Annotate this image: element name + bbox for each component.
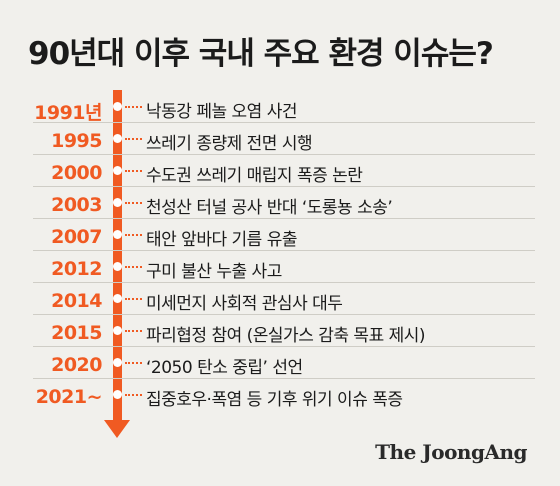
timeline-item: 2012 구미 불산 누출 사고 xyxy=(0,256,560,288)
timeline-year: 2012 xyxy=(51,258,102,280)
timeline-item: 2000 수도권 쓰레기 매립지 폭증 논란 xyxy=(0,160,560,192)
timeline-year: 2014 xyxy=(51,290,102,312)
divider xyxy=(33,282,535,283)
timeline-dot-icon xyxy=(113,390,122,399)
divider xyxy=(33,154,535,155)
timeline-dot-icon xyxy=(113,294,122,303)
leader-line xyxy=(125,298,142,300)
timeline-item: 2014 미세먼지 사회적 관심사 대두 xyxy=(0,288,560,320)
leader-line xyxy=(125,106,142,108)
timeline-item: 2015 파리협정 참여 (온실가스 감축 목표 제시) xyxy=(0,320,560,352)
timeline-event: 집중호우·폭염 등 기후 위기 이슈 폭증 xyxy=(146,390,403,410)
leader-line xyxy=(125,330,142,332)
divider xyxy=(33,186,535,187)
timeline-year: 2000 xyxy=(51,162,102,184)
timeline-year: 2003 xyxy=(51,194,102,216)
divider xyxy=(33,378,535,379)
timeline-item: 1995 쓰레기 종량제 전면 시행 xyxy=(0,128,560,160)
leader-line xyxy=(125,394,142,396)
timeline-year: 1991년 xyxy=(34,102,102,124)
leader-line xyxy=(125,138,142,140)
divider xyxy=(33,346,535,347)
timeline-dot-icon xyxy=(113,166,122,175)
divider xyxy=(33,314,535,315)
timeline-dot-icon xyxy=(113,262,122,271)
timeline-dot-icon xyxy=(113,326,122,335)
timeline-year: 2007 xyxy=(51,226,102,248)
timeline-event: 미세먼지 사회적 관심사 대두 xyxy=(146,294,343,314)
divider xyxy=(33,250,535,251)
divider xyxy=(33,122,535,123)
timeline-item: 2003 천성산 터널 공사 반대 ‘도롱뇽 소송’ xyxy=(0,192,560,224)
timeline-event: 구미 불산 누출 사고 xyxy=(146,262,282,282)
timeline-year: 2021~ xyxy=(35,386,103,408)
timeline-event: 낙동강 페놀 오염 사건 xyxy=(146,102,297,122)
timeline-year: 1995 xyxy=(51,130,102,152)
timeline-item: 2021~ 집중호우·폭염 등 기후 위기 이슈 폭증 xyxy=(0,384,560,416)
timeline-year: 2020 xyxy=(51,354,102,376)
timeline-dot-icon xyxy=(113,102,122,111)
source-logo: The JoongAng xyxy=(375,440,527,464)
leader-line xyxy=(125,234,142,236)
timeline-event: ‘2050 탄소 중립’ 선언 xyxy=(146,358,303,378)
timeline-year: 2015 xyxy=(51,322,102,344)
divider xyxy=(33,218,535,219)
leader-line xyxy=(125,170,142,172)
leader-line xyxy=(125,362,142,364)
timeline-axis xyxy=(113,90,122,420)
timeline-dot-icon xyxy=(113,230,122,239)
timeline-dot-icon xyxy=(113,134,122,143)
timeline-event: 쓰레기 종량제 전면 시행 xyxy=(146,134,313,154)
timeline-dot-icon xyxy=(113,358,122,367)
leader-line xyxy=(125,202,142,204)
timeline-event: 천성산 터널 공사 반대 ‘도롱뇽 소송’ xyxy=(146,198,393,218)
timeline-item: 2007 태안 앞바다 기름 유출 xyxy=(0,224,560,256)
page-title: 90년대 이후 국내 주요 환경 이슈는? xyxy=(28,36,494,72)
timeline-event: 수도권 쓰레기 매립지 폭증 논란 xyxy=(146,166,363,186)
leader-line xyxy=(125,266,142,268)
timeline-event: 파리협정 참여 (온실가스 감축 목표 제시) xyxy=(146,326,426,346)
timeline-arrow-icon xyxy=(104,420,130,438)
timeline-item: 2020 ‘2050 탄소 중립’ 선언 xyxy=(0,352,560,384)
timeline-event: 태안 앞바다 기름 유출 xyxy=(146,230,297,250)
timeline-dot-icon xyxy=(113,198,122,207)
timeline-item: 1991년 낙동강 페놀 오염 사건 xyxy=(0,96,560,128)
